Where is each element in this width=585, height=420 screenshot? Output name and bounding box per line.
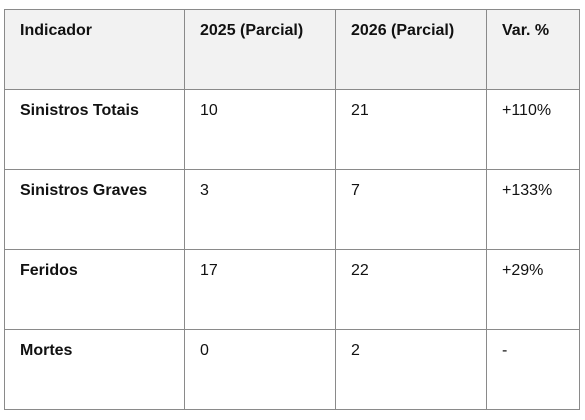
cell-2025: 3: [184, 169, 336, 250]
table-header-row: Indicador 2025 (Parcial) 2026 (Parcial) …: [4, 9, 580, 90]
cell-variation: +29%: [486, 249, 580, 330]
cell-variation: -: [486, 329, 580, 410]
cell-variation: +133%: [486, 169, 580, 250]
cell-2025: 10: [184, 89, 336, 170]
row-label: Feridos: [4, 249, 185, 330]
row-label: Sinistros Totais: [4, 89, 185, 170]
table-row: Sinistros Totais 10 21 +110%: [4, 89, 580, 170]
row-label: Sinistros Graves: [4, 169, 185, 250]
header-2026-parcial: 2026 (Parcial): [335, 9, 487, 90]
cell-2026: 7: [335, 169, 487, 250]
cell-2025: 0: [184, 329, 336, 410]
cell-2026: 21: [335, 89, 487, 170]
header-indicador: Indicador: [4, 9, 185, 90]
table-row: Feridos 17 22 +29%: [4, 249, 580, 330]
table-row: Sinistros Graves 3 7 +133%: [4, 169, 580, 250]
header-2025-parcial: 2025 (Parcial): [184, 9, 336, 90]
cell-variation: +110%: [486, 89, 580, 170]
indicator-table: Indicador 2025 (Parcial) 2026 (Parcial) …: [4, 9, 580, 410]
cell-2025: 17: [184, 249, 336, 330]
table-container: Indicador 2025 (Parcial) 2026 (Parcial) …: [4, 9, 580, 410]
cell-2026: 22: [335, 249, 487, 330]
table-row: Mortes 0 2 -: [4, 329, 580, 410]
header-var-percent: Var. %: [486, 9, 580, 90]
row-label: Mortes: [4, 329, 185, 410]
cell-2026: 2: [335, 329, 487, 410]
